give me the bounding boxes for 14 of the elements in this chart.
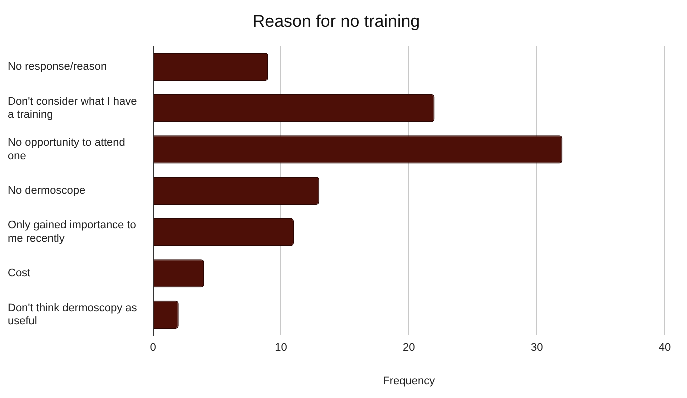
y-tick-label: Don't consider what I have a training [8, 96, 138, 122]
x-tick-label: 10 [275, 342, 288, 354]
x-axis-title: Frequency [383, 375, 436, 388]
x-tick-label: 0 [150, 342, 156, 354]
y-tick-label: Don't think dermoscopy as useful [8, 302, 138, 328]
y-tick-label: No response/reason [8, 61, 108, 74]
y-tick-label: No dermoscope [8, 185, 86, 198]
x-tick-label: 40 [658, 342, 672, 354]
y-tick-label: No opportunity to attend one [8, 137, 126, 162]
y-tick-label: Only gained importance to me recently [8, 220, 136, 245]
x-tick-label: 30 [530, 342, 544, 354]
x-tick-label: 20 [403, 342, 416, 354]
y-tick-label: Cost [8, 268, 31, 280]
chart-title: Reason for no training [252, 12, 420, 31]
